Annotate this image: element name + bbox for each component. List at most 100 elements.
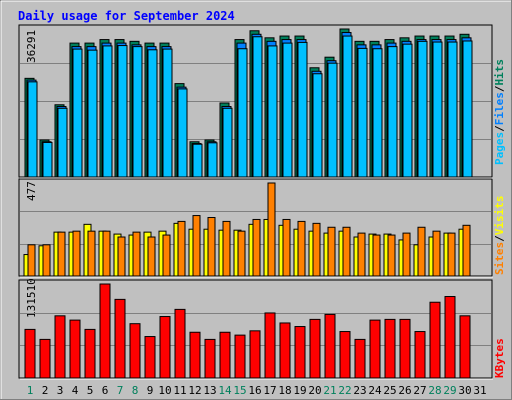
sites-bar: [27, 244, 36, 277]
visits-ymax-label: 477: [25, 181, 38, 201]
legend-sep-1: /: [493, 125, 506, 132]
x-tick-label: 5: [87, 384, 94, 397]
kbytes-bar: [264, 312, 276, 379]
pages-bar: [147, 49, 158, 178]
pages-bar: [177, 88, 188, 178]
x-tick-label: 15: [233, 384, 246, 397]
sites-bar: [102, 230, 111, 277]
legend-pages: Pages: [493, 132, 506, 165]
kbytes-bar: [129, 323, 141, 379]
legend-hits: Hits: [493, 59, 506, 86]
sites-bar: [252, 218, 261, 277]
x-tick-label: 20: [308, 384, 321, 397]
sites-bar: [267, 182, 276, 277]
pages-bar: [312, 73, 323, 178]
x-tick-label: 14: [218, 384, 232, 397]
sites-bar: [417, 226, 426, 277]
kbytes-bar: [39, 338, 51, 379]
x-tick-label: 11: [173, 384, 186, 397]
hits-legend: Pages/Files/Hits: [493, 59, 506, 165]
pages-bar: [57, 107, 68, 178]
kbytes-bar: [159, 316, 171, 379]
x-tick-label: 16: [248, 384, 261, 397]
sites-bar: [342, 226, 351, 277]
sites-bar: [372, 234, 381, 277]
x-tick-label: 22: [338, 384, 351, 397]
kbytes-bar: [444, 296, 456, 379]
kbytes-bar: [459, 315, 471, 379]
x-tick-label: 1: [27, 384, 34, 397]
x-tick-label: 25: [383, 384, 396, 397]
x-tick-label: 4: [72, 384, 79, 397]
x-tick-label: 24: [368, 384, 382, 397]
kbytes-bar: [219, 331, 231, 379]
sites-bar: [87, 230, 96, 277]
pages-bar: [42, 141, 53, 178]
sites-bar: [132, 231, 141, 277]
kbytes-bar: [279, 322, 291, 379]
sites-bar: [282, 218, 291, 277]
hits-ymax-label: 36291: [25, 30, 38, 63]
pages-bar: [192, 143, 203, 178]
x-tick-label: 6: [102, 384, 109, 397]
x-tick-label: 29: [443, 384, 456, 397]
sites-bar: [117, 236, 126, 277]
pages-bar: [432, 41, 443, 178]
pages-bar: [132, 46, 143, 178]
x-tick-label: 23: [353, 384, 366, 397]
x-tick-label: 19: [293, 384, 306, 397]
x-tick-label: 2: [42, 384, 49, 397]
kbytes-bar: [324, 313, 336, 379]
pages-bar: [417, 40, 428, 178]
sites-bar: [147, 236, 156, 277]
kbytes-bar: [354, 338, 366, 379]
sites-bar: [72, 230, 81, 277]
sites-bar: [462, 224, 471, 277]
kbytes-bar: [99, 283, 111, 379]
x-tick-label: 12: [188, 384, 201, 397]
pages-bar: [252, 36, 263, 178]
kbytes-bar: [234, 334, 246, 379]
kbytes-bar: [369, 319, 381, 379]
sites-bar: [207, 217, 216, 277]
pages-bar: [297, 41, 308, 178]
kbytes-bar: [429, 301, 441, 379]
kbytes-bar: [174, 308, 186, 379]
sites-bar: [177, 220, 186, 277]
x-tick-label: 27: [413, 384, 426, 397]
sites-bar: [312, 222, 321, 277]
sites-bar: [222, 220, 231, 277]
pages-bar: [87, 49, 98, 178]
pages-bar: [327, 62, 338, 178]
kbytes-bar: [114, 298, 126, 379]
kbytes-bar: [399, 318, 411, 379]
kbytes-bar: [204, 338, 216, 379]
kbytes-bar: [414, 331, 426, 379]
kbytes-bar: [249, 330, 261, 379]
kbytes-bar: [339, 331, 351, 379]
pages-bar: [372, 48, 383, 178]
kbytes-ymax-label: 131510: [25, 278, 38, 318]
sites-bar: [297, 220, 306, 277]
pages-bar: [72, 48, 83, 178]
x-tick-label: 30: [458, 384, 471, 397]
x-tick-label: 8: [132, 384, 139, 397]
pages-bar: [357, 47, 368, 178]
kbytes-bar: [24, 328, 36, 379]
sites-bar: [402, 232, 411, 277]
legend-sites: Sites: [493, 242, 506, 275]
pages-bar: [237, 48, 248, 178]
x-tick-label: 28: [428, 384, 441, 397]
x-tick-label: 31: [473, 384, 486, 397]
legend-files: Files: [493, 92, 506, 125]
pages-bar: [462, 40, 473, 178]
pages-bar: [102, 45, 113, 178]
x-tick-label: 9: [147, 384, 154, 397]
pages-bar: [402, 43, 413, 178]
legend-sep-2: /: [493, 85, 506, 92]
sites-bar: [42, 244, 51, 277]
sites-bar: [357, 232, 366, 277]
pages-bar: [117, 45, 128, 178]
x-tick-label: 17: [263, 384, 276, 397]
kbytes-bar: [54, 315, 66, 379]
